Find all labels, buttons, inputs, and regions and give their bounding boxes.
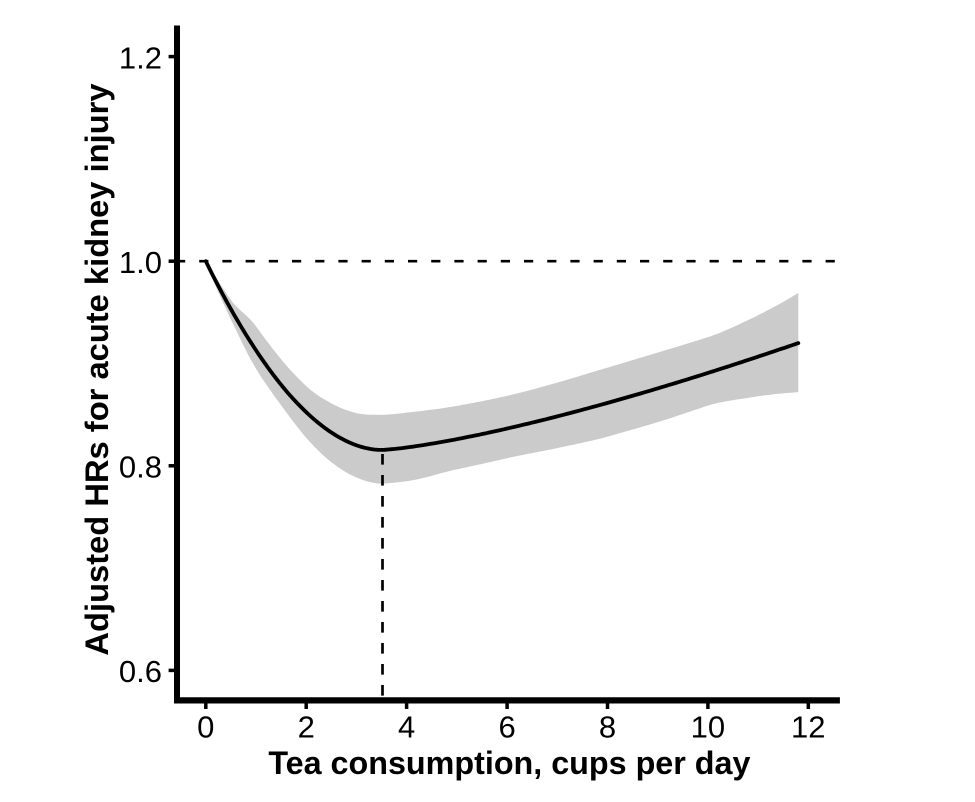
svg-text:6: 6: [498, 710, 515, 745]
svg-text:0.6: 0.6: [119, 654, 162, 689]
svg-text:Adjusted HRs for acute kidney: Adjusted HRs for acute kidney injury: [78, 83, 115, 655]
svg-text:10: 10: [691, 710, 725, 745]
svg-text:0.8: 0.8: [119, 450, 162, 485]
svg-text:0: 0: [197, 710, 214, 745]
svg-text:1.0: 1.0: [119, 245, 162, 280]
svg-text:12: 12: [791, 710, 825, 745]
svg-text:2: 2: [298, 710, 315, 745]
svg-text:1.2: 1.2: [119, 40, 162, 75]
svg-text:8: 8: [599, 710, 616, 745]
svg-text:Tea consumption, cups per day: Tea consumption, cups per day: [268, 745, 750, 781]
svg-text:4: 4: [398, 710, 415, 745]
